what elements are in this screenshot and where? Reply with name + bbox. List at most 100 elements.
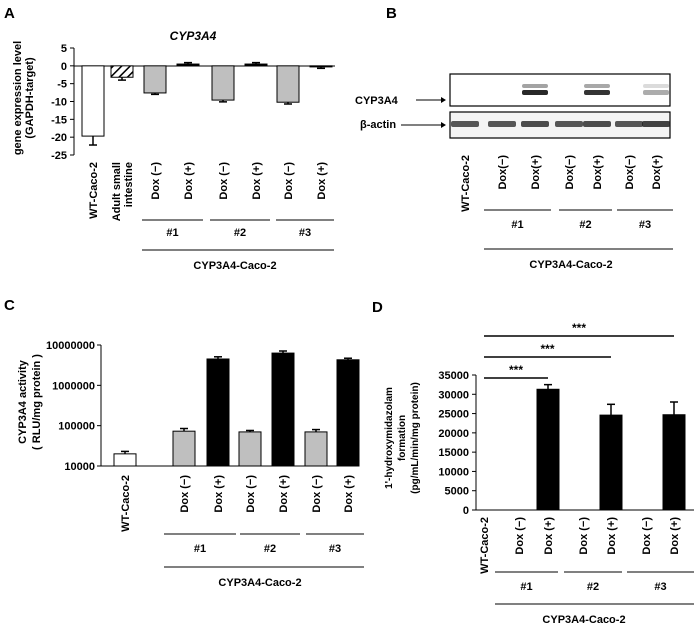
blot-band-actin [555, 121, 583, 127]
chart-a-cell-line-label: CYP3A4-Caco-2 [193, 260, 276, 272]
chart-a-bar [143, 65, 167, 94]
chart-a-bar [211, 65, 235, 101]
chart-a-bar [276, 65, 300, 103]
chart-a-category-label: Dox (+) [183, 162, 195, 200]
chart-d-category-label: Dox (+) [669, 517, 681, 555]
chart-d-ylabel: 1'-hydroxymidazolam formation (pg/mL/min/m… [384, 382, 421, 494]
chart-d-cell-line-label: CYP3A4-Caco-2 [542, 614, 625, 623]
chart-a-ylabel: gene expression level(GAPDH-target) [12, 41, 36, 155]
chart-a-ytick-label: -5 [57, 79, 67, 91]
blot-lane-label: Dox(+) [651, 155, 663, 190]
chart-a-category-label: intestine [123, 162, 135, 207]
chart-c-ytick-label: 100000 [58, 421, 95, 433]
chart-d-ytick-label: 20000 [438, 428, 469, 440]
chart-c-group-label: #2 [264, 543, 276, 555]
blot-band-actin [488, 121, 516, 127]
panel-label-a: A [4, 5, 15, 22]
blot-lane-label: WT-Caco-2 [460, 155, 472, 212]
band-arrowhead-actin [441, 122, 446, 128]
blot-lane-label: Dox(−) [624, 155, 636, 190]
blot-lane-label: Dox(−) [564, 155, 576, 190]
chart-c-category-label: Dox (+) [278, 475, 290, 513]
chart-c-group-label: #1 [194, 543, 206, 555]
chart-c-category-label: Dox (−) [245, 475, 257, 513]
chart-d-group-label: #1 [520, 581, 532, 593]
chart-d-bar [536, 388, 560, 511]
chart-d-category-label: Dox (−) [514, 517, 526, 555]
chart-a-title: CYP3A4 [170, 29, 217, 43]
chart-a-category-label: Dox (−) [218, 162, 230, 200]
chart-a-group-label: #2 [234, 227, 246, 239]
chart-d-ytick-label: 5000 [445, 486, 469, 498]
panel-label-d: D [372, 299, 383, 316]
chart-panel-c: CYP3A4 activity( RLU/mg protein ) 100000… [17, 340, 364, 589]
chart-a-bar [176, 63, 200, 67]
chart-d-category-label: WT-Caco-2 [479, 517, 491, 574]
chart-a-category-label: Dox (−) [150, 162, 162, 200]
chart-c-category-label: WT-Caco-2 [120, 475, 132, 532]
chart-c-group-label: #3 [329, 543, 341, 555]
chart-d-category-label: Dox (+) [543, 517, 555, 555]
chart-panel-d: 1'-hydroxymidazolam formation (pg/mL/min/m… [384, 321, 694, 623]
chart-d-category-label: Dox (+) [606, 517, 618, 555]
chart-a-ytick-label: 0 [61, 61, 67, 73]
blot-band-actin [451, 121, 479, 127]
chart-c-category-label: Dox (+) [343, 475, 355, 513]
chart-a-group-label: #1 [166, 227, 178, 239]
blot-band-cyp3a4-upper [522, 84, 548, 88]
blot-band-cyp3a4-upper [643, 84, 669, 88]
chart-d-ytick-label: 15000 [438, 447, 469, 459]
chart-c-bar [238, 431, 262, 467]
band-label-actin: β-actin [360, 119, 396, 131]
panel-label-b: B [386, 5, 397, 22]
chart-c-ytick-label: 1000000 [52, 380, 95, 392]
chart-d-ytick-label: 35000 [438, 370, 469, 382]
chart-a-category-label: Dox (+) [251, 162, 263, 200]
chart-c-ytick-label: 10000000 [46, 340, 95, 352]
blot-band-actin [615, 121, 643, 127]
significance-label: *** [540, 342, 554, 356]
chart-c-ylabel: CYP3A4 activity( RLU/mg protein ) [17, 354, 43, 450]
chart-c-bar [304, 431, 328, 467]
panel-label-c: C [4, 297, 15, 314]
chart-a-yaxis: 5 0 -5 -10 -15 -20 -25 [51, 43, 74, 162]
significance-label: *** [509, 363, 523, 377]
blot-panel-b: CYP3A4 β-actin WT-Caco-2 Dox(−) Dox(+) Dox(… [355, 73, 673, 271]
chart-a-ytick-label: -25 [51, 150, 67, 162]
chart-d-category-label: Dox (−) [578, 517, 590, 555]
blot-band-cyp3a4-upper [584, 84, 610, 88]
chart-c-bar [206, 358, 230, 467]
chart-c-bar [336, 359, 360, 467]
chart-a-bar [244, 63, 268, 67]
blot-group-label: #3 [639, 219, 651, 231]
chart-c-bar [271, 352, 295, 467]
chart-c-ytick-label: 10000 [64, 461, 95, 473]
chart-a-ytick-label: -10 [51, 97, 67, 109]
chart-a-ytick-label: -20 [51, 132, 67, 144]
chart-c-category-label: Dox (−) [179, 475, 191, 513]
chart-a-group-label: #3 [299, 227, 311, 239]
blot-band-cyp3a4 [522, 90, 548, 95]
chart-panel-a: CYP3A4 gene expression level(GAPDH-targe… [12, 29, 335, 272]
chart-a-category-label: WT-Caco-2 [88, 162, 100, 219]
chart-a-ytick-label: 5 [61, 43, 67, 55]
blot-cell-line-label: CYP3A4-Caco-2 [529, 259, 612, 271]
blot-box-cyp3a4 [449, 73, 671, 107]
band-arrowhead-cyp3a4 [441, 97, 446, 103]
chart-d-group-label: #3 [654, 581, 666, 593]
chart-c-category-label: Dox (−) [311, 475, 323, 513]
blot-band-actin [521, 121, 549, 127]
band-label-cyp3a4: CYP3A4 [355, 95, 399, 107]
blot-band-cyp3a4 [584, 90, 610, 95]
blot-group-label: #2 [579, 219, 591, 231]
chart-a-bar [110, 65, 134, 78]
chart-c-bar [172, 430, 196, 467]
chart-c-cell-line-label: CYP3A4-Caco-2 [218, 577, 301, 589]
chart-d-ytick-label: 0 [463, 505, 469, 517]
chart-a-category-label: Adult small [111, 162, 123, 221]
chart-a-bar [81, 65, 105, 137]
chart-a-bar [309, 65, 333, 68]
chart-d-category-label: Dox (−) [641, 517, 653, 555]
chart-d-ytick-label: 10000 [438, 466, 469, 478]
